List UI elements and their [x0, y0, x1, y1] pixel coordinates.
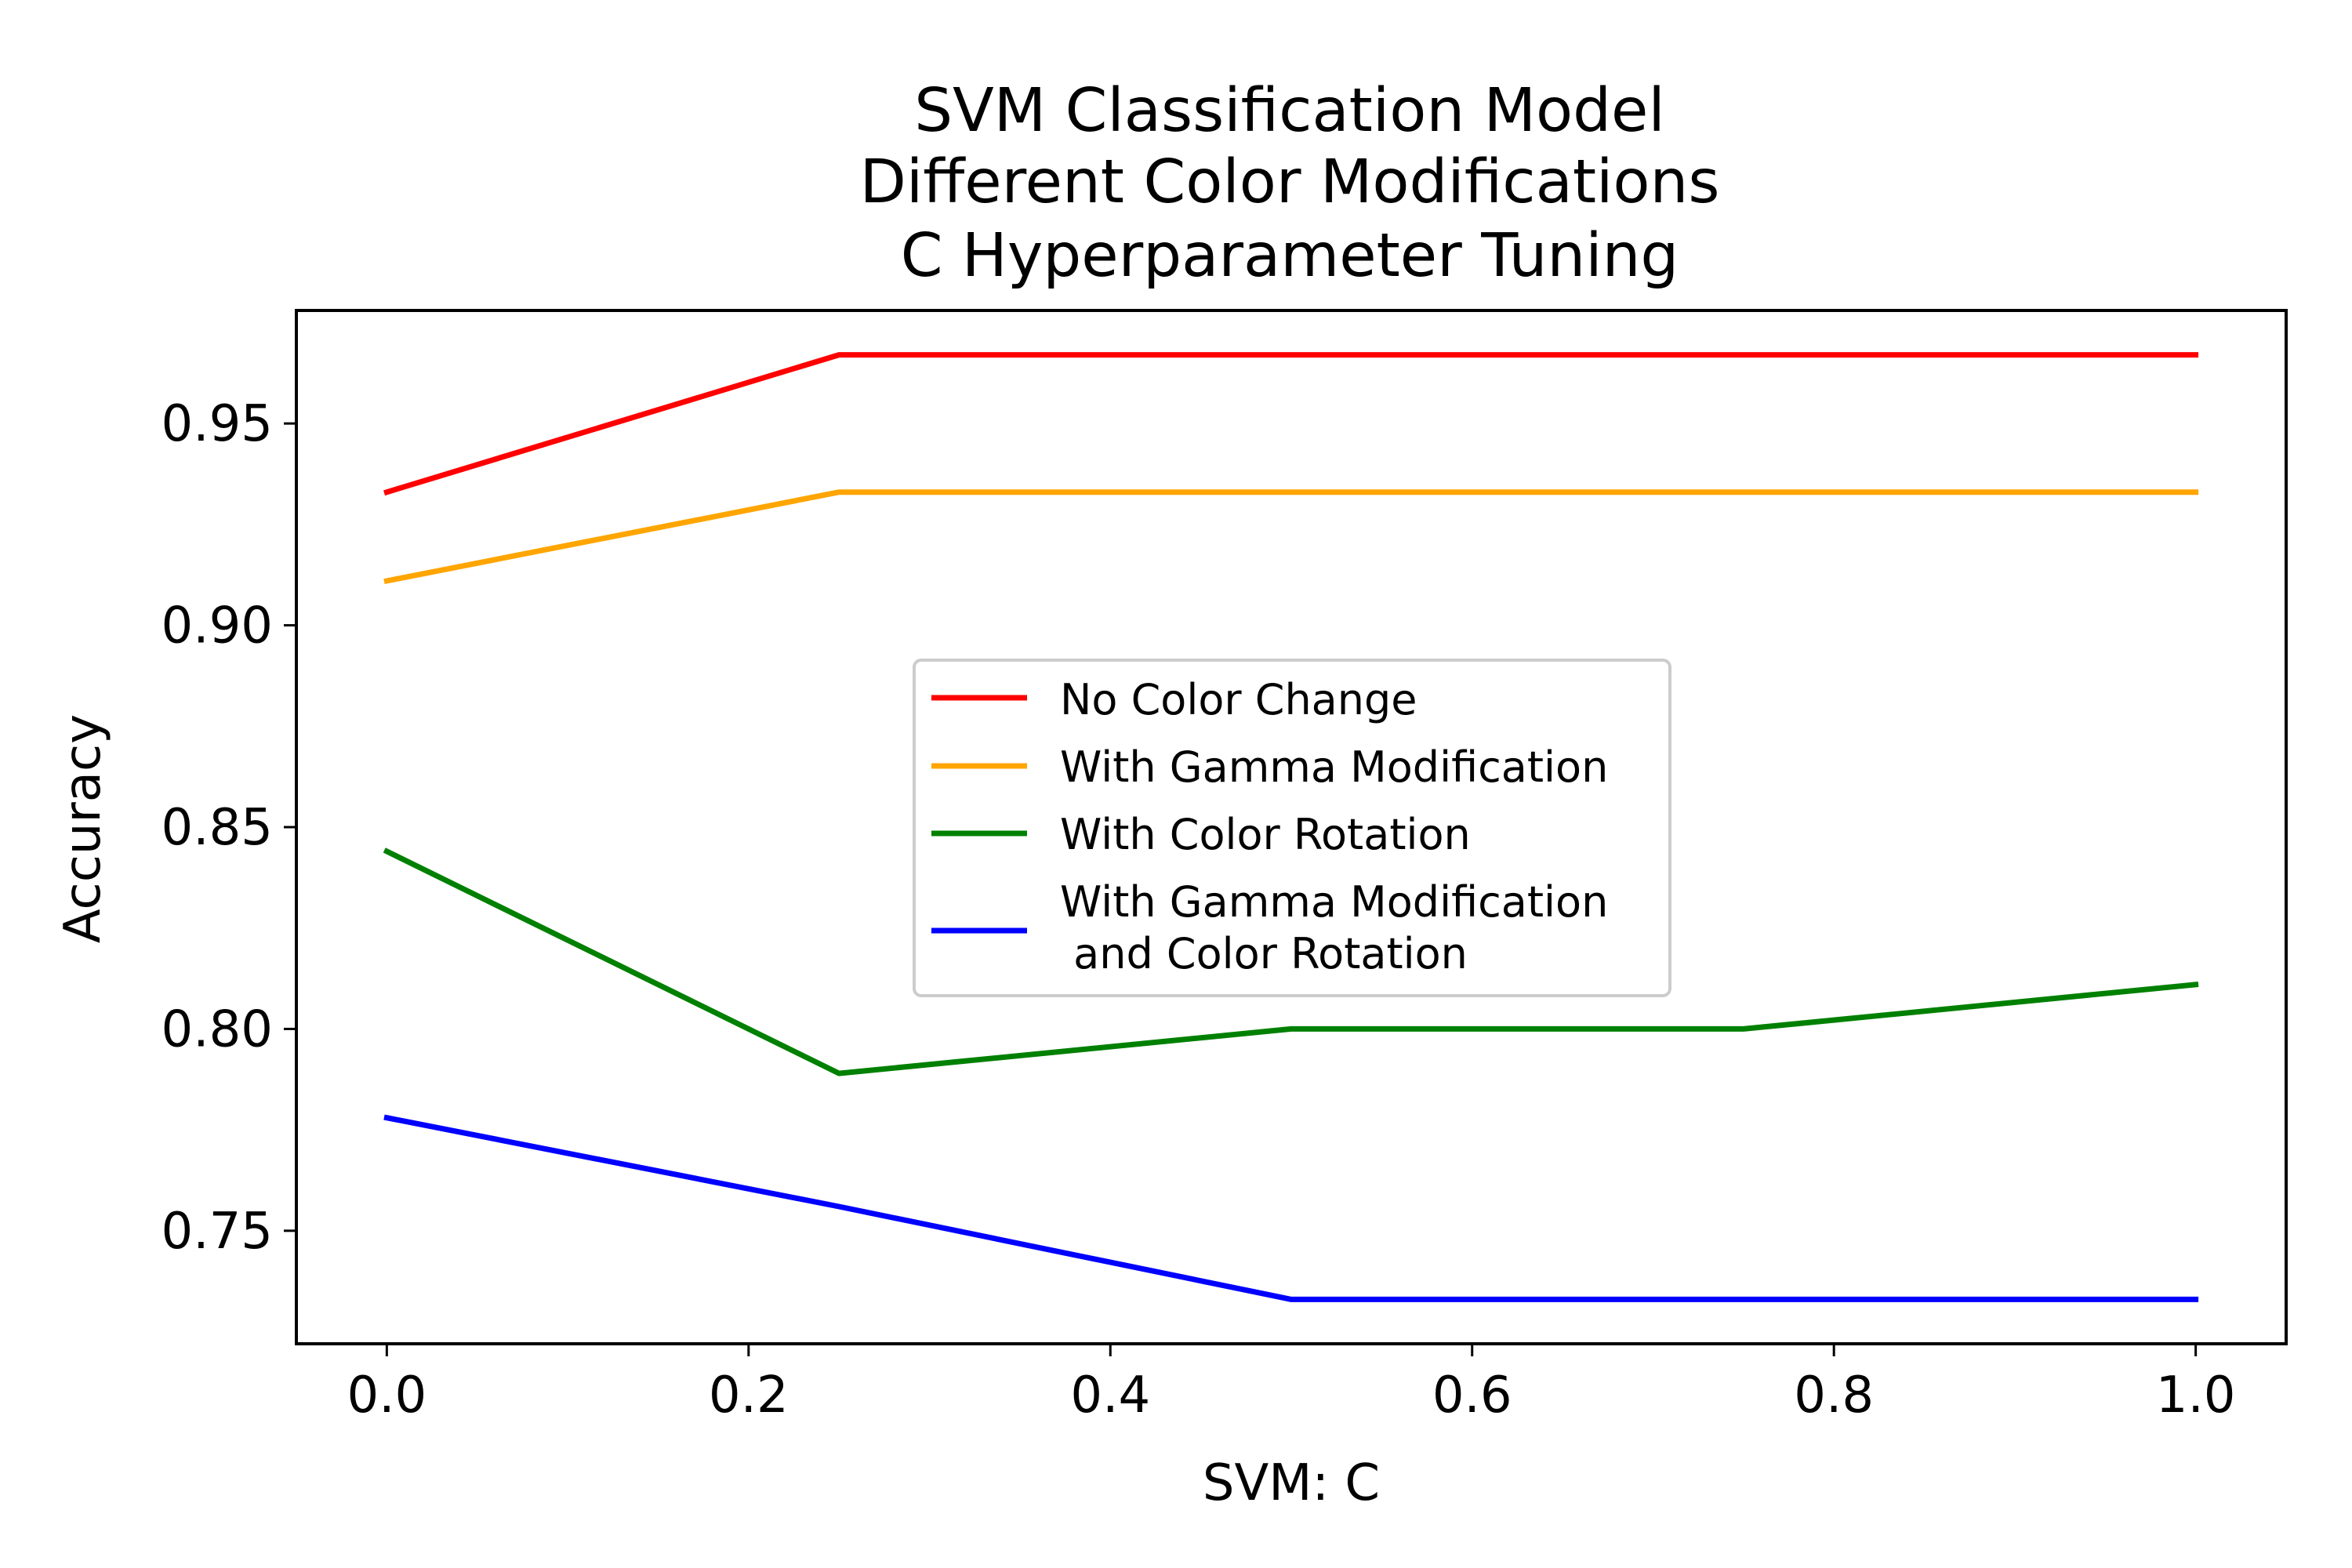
- x-axis-ticks: 0.0 0.2 0.4 0.6 0.8 1.0: [347, 1344, 2236, 1425]
- legend: No Color Change With Gamma Modification Wi…: [913, 659, 1671, 997]
- plot-area-frame: [295, 309, 2288, 1345]
- chart-title-line-1: SVM Classification Model: [914, 76, 1665, 146]
- series-line-1: [383, 352, 2199, 496]
- x-tick-label: 1.0: [2156, 1367, 2236, 1425]
- series-line-2: [383, 489, 2199, 585]
- x-tick-label: 0.6: [1432, 1367, 1512, 1425]
- chart-title-line-3: C Hyperparameter Tuning: [901, 221, 1679, 291]
- legend-label-4: With Gamma Modification and Color Rotati…: [1060, 877, 1608, 978]
- y-tick-label: 0.95: [162, 395, 274, 453]
- x-tick-label: 0.2: [709, 1367, 789, 1425]
- x-axis-label: SVM: C: [1203, 1454, 1380, 1512]
- y-axis-label: Accuracy: [54, 714, 112, 943]
- x-tick-label: 0.0: [347, 1367, 426, 1425]
- series-line-4: [383, 1114, 2199, 1302]
- legend-items: No Color Change With Gamma Modification Wi…: [931, 675, 1608, 978]
- x-tick-label: 0.8: [1794, 1367, 1874, 1425]
- y-axis-ticks: 0.75 0.80 0.85 0.90 0.95: [162, 395, 296, 1261]
- x-tick-label: 0.4: [1070, 1367, 1150, 1425]
- legend-box: [913, 659, 1671, 997]
- legend-label-3: With Color Rotation: [1060, 810, 1471, 859]
- y-tick-label: 0.85: [162, 799, 274, 857]
- y-tick-label: 0.75: [162, 1203, 274, 1261]
- y-tick-label: 0.90: [162, 597, 274, 655]
- legend-label-2: With Gamma Modification: [1060, 742, 1608, 792]
- series-layer: [383, 352, 2199, 1302]
- y-tick-label: 0.80: [162, 1000, 274, 1058]
- chart-title: SVM Classification Model Different Color…: [860, 76, 1720, 291]
- legend-label-1: No Color Change: [1060, 675, 1417, 724]
- series-line-3: [383, 848, 2199, 1076]
- chart-title-line-2: Different Color Modifications: [860, 147, 1720, 217]
